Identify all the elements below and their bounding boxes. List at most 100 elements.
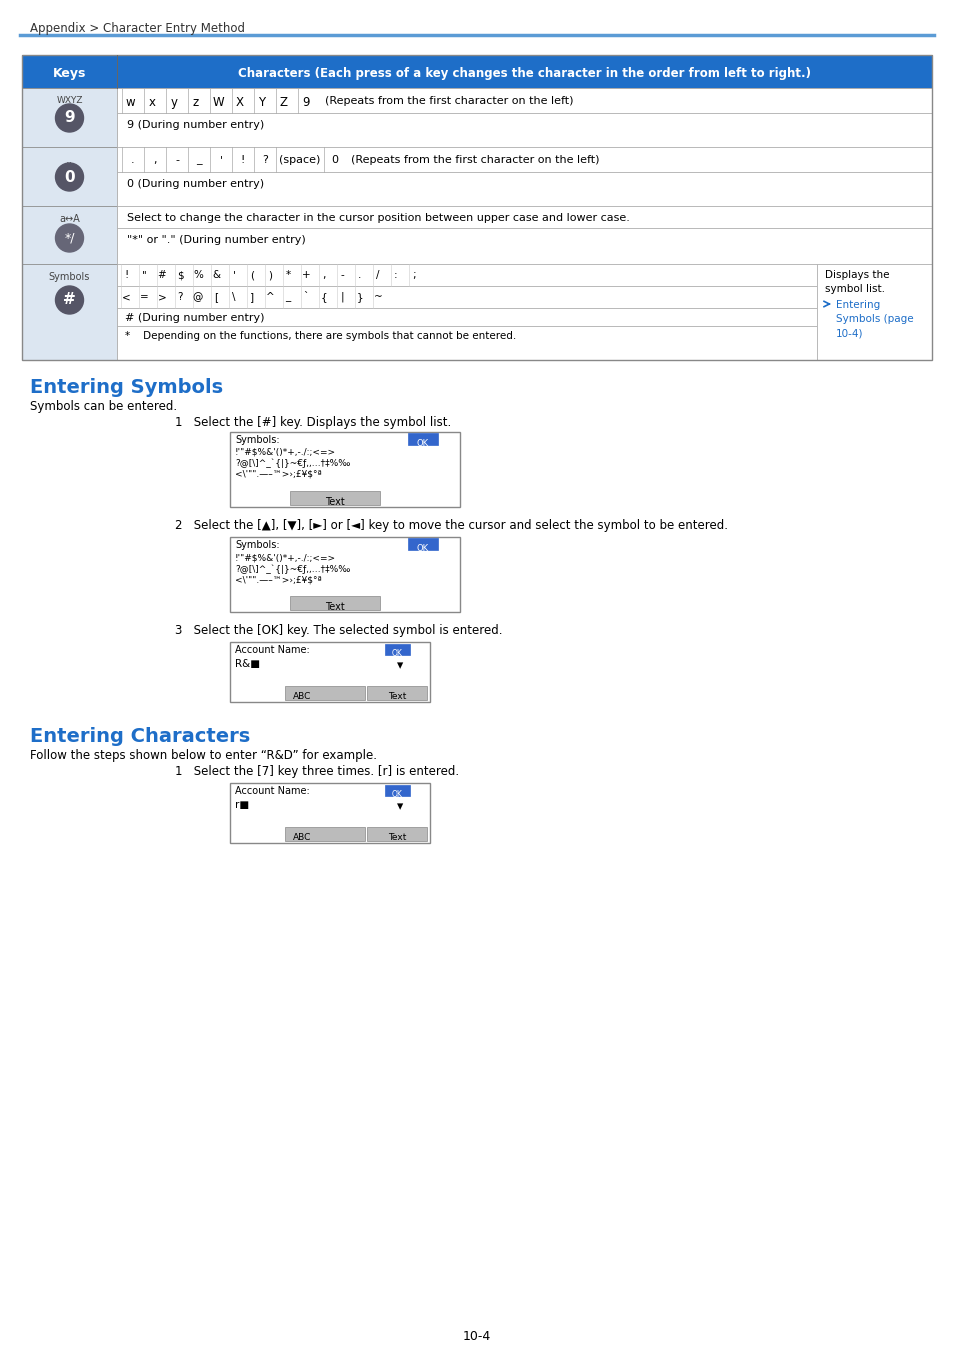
Text: (space): (space) <box>279 155 320 165</box>
Circle shape <box>55 163 84 190</box>
Bar <box>117 147 931 171</box>
Text: OK: OK <box>391 649 402 657</box>
Text: ]: ] <box>250 292 253 302</box>
Text: 0: 0 <box>64 170 74 185</box>
Circle shape <box>55 286 84 315</box>
Bar <box>117 207 931 228</box>
Text: ": " <box>141 270 146 279</box>
Text: :: : <box>394 270 397 279</box>
Bar <box>290 491 379 505</box>
Text: (Repeats from the first character on the left): (Repeats from the first character on the… <box>351 155 598 165</box>
Text: ..: .. <box>66 155 73 165</box>
Text: OK: OK <box>416 544 429 554</box>
Text: !'"#$%&'()*+,-./:;<=>: !'"#$%&'()*+,-./:;<=> <box>234 448 335 458</box>
Text: Displays the
symbol list.: Displays the symbol list. <box>824 270 888 294</box>
Text: Select to change the character in the cursor position between upper case and low: Select to change the character in the cu… <box>127 213 629 223</box>
Bar <box>117 171 931 207</box>
Text: w: w <box>125 96 134 109</box>
Text: 10-4: 10-4 <box>462 1330 491 1343</box>
Text: !: ! <box>240 155 245 165</box>
Text: Account Name:: Account Name: <box>234 645 310 655</box>
Text: 1   Select the [7] key three times. [r] is entered.: 1 Select the [7] key three times. [r] is… <box>174 765 458 778</box>
Text: ~: ~ <box>374 292 382 302</box>
Bar <box>117 228 931 265</box>
Text: Y: Y <box>258 96 265 109</box>
Text: 0 (During number entry): 0 (During number entry) <box>127 180 264 189</box>
Bar <box>385 644 410 655</box>
Bar <box>408 539 437 549</box>
Text: Characters (Each press of a key changes the character in the order from left to : Characters (Each press of a key changes … <box>237 68 810 80</box>
Text: y: y <box>171 96 177 109</box>
Text: -: - <box>340 270 343 279</box>
Bar <box>22 55 931 88</box>
Text: |: | <box>340 292 343 302</box>
Text: 3   Select the [OK] key. The selected symbol is entered.: 3 Select the [OK] key. The selected symb… <box>174 624 502 637</box>
Text: Text: Text <box>325 602 345 612</box>
Text: ABC: ABC <box>293 833 311 842</box>
Bar <box>385 784 410 796</box>
Text: ?@[\]^_`{|}~€ƒ,,…†‡%‰: ?@[\]^_`{|}~€ƒ,,…†‡%‰ <box>234 564 350 574</box>
Text: Entering
Symbols (page
10-4): Entering Symbols (page 10-4) <box>835 300 913 338</box>
Text: ?: ? <box>177 292 183 302</box>
Text: Symbols:: Symbols: <box>234 540 279 549</box>
Text: 1   Select the [#] key. Displays the symbol list.: 1 Select the [#] key. Displays the symbo… <box>174 416 451 429</box>
Bar <box>816 265 931 360</box>
Text: <\'"".—–™>›;£¥$°ª: <\'"".—–™>›;£¥$°ª <box>234 470 321 479</box>
Text: (: ( <box>250 270 253 279</box>
Text: #: # <box>157 270 166 279</box>
Text: X: X <box>235 96 244 109</box>
Text: r■: r■ <box>234 801 249 810</box>
Bar <box>22 147 117 207</box>
Text: *: * <box>285 270 291 279</box>
Text: ,: , <box>153 155 156 165</box>
Text: ': ' <box>219 155 222 165</box>
Text: Z: Z <box>280 96 288 109</box>
Text: %: % <box>193 270 203 279</box>
Text: a↔A: a↔A <box>59 215 80 224</box>
Text: W: W <box>212 96 224 109</box>
Text: ▾: ▾ <box>396 659 403 672</box>
Bar <box>285 828 365 841</box>
Text: <: < <box>121 292 131 302</box>
Bar <box>285 686 365 701</box>
Text: R&■: R&■ <box>234 659 260 670</box>
Text: -: - <box>174 155 179 165</box>
Text: Follow the steps shown below to enter “R&D” for example.: Follow the steps shown below to enter “R… <box>30 749 376 761</box>
Text: *    Depending on the functions, there are symbols that cannot be entered.: * Depending on the functions, there are … <box>125 331 516 342</box>
Text: {: { <box>320 292 327 302</box>
Text: 9: 9 <box>302 96 310 109</box>
Text: ,: , <box>322 270 325 279</box>
Text: >: > <box>157 292 166 302</box>
Text: Text: Text <box>388 833 406 842</box>
Bar <box>22 55 931 360</box>
Text: Keys: Keys <box>52 68 86 80</box>
Bar <box>117 88 931 113</box>
Text: [: [ <box>213 292 218 302</box>
Text: Text: Text <box>388 693 406 701</box>
Text: ': ' <box>233 270 235 279</box>
Text: 9 (During number entry): 9 (During number entry) <box>127 120 264 130</box>
Bar <box>230 537 459 612</box>
Text: (Repeats from the first character on the left): (Repeats from the first character on the… <box>325 96 573 107</box>
Text: OK: OK <box>391 790 402 799</box>
Text: 9: 9 <box>64 111 74 126</box>
Text: !'"#$%&'()*+,-./:;<=>: !'"#$%&'()*+,-./:;<=> <box>234 554 335 562</box>
Text: !: ! <box>124 270 128 279</box>
Text: x: x <box>149 96 155 109</box>
Bar <box>367 828 427 841</box>
Text: Symbols: Symbols <box>49 271 91 282</box>
Text: ▾: ▾ <box>396 801 403 813</box>
Circle shape <box>55 104 84 132</box>
Text: /: / <box>375 270 379 279</box>
Text: Symbols:: Symbols: <box>234 435 279 446</box>
Bar <box>117 325 816 360</box>
Text: +: + <box>301 270 310 279</box>
Text: ABC: ABC <box>293 693 311 701</box>
Text: `: ` <box>303 292 309 302</box>
Bar <box>117 286 816 308</box>
Text: */: */ <box>64 231 74 244</box>
Text: .: . <box>358 270 361 279</box>
Text: ?: ? <box>262 155 268 165</box>
Text: $: $ <box>176 270 183 279</box>
Text: "*" or "." (During number entry): "*" or "." (During number entry) <box>127 235 305 244</box>
